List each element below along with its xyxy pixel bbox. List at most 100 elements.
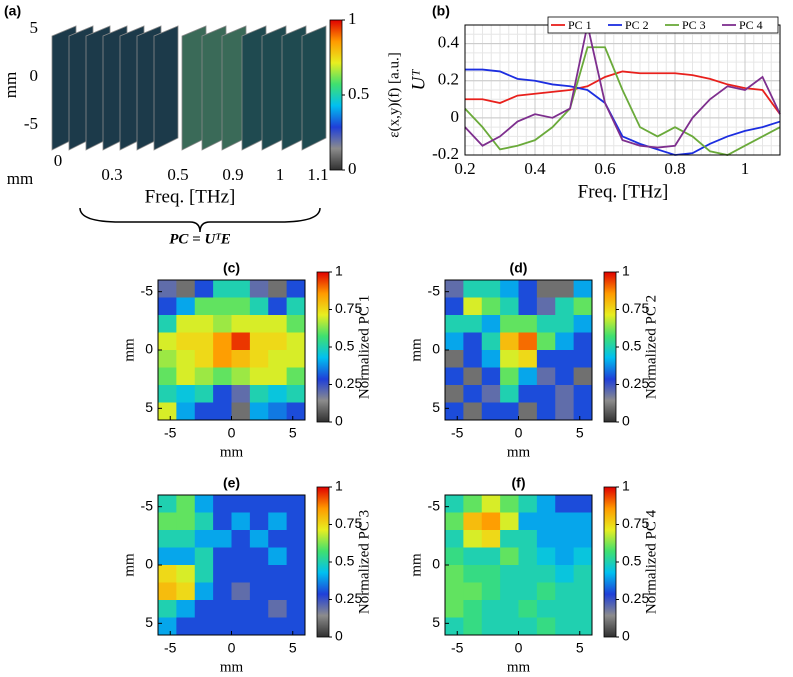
- heatmap-cell: [518, 582, 538, 601]
- heatmap-cell: [158, 297, 177, 316]
- heatmap-cell: [555, 600, 575, 618]
- heatmap-cell: [213, 530, 232, 548]
- heatmap-cell: [555, 495, 575, 513]
- heatmap-cell: [213, 297, 232, 316]
- x-tick-label: -5: [451, 640, 464, 656]
- series-line: [465, 70, 781, 115]
- legend-label: PC 3: [682, 18, 706, 32]
- heatmap-cell: [536, 332, 556, 351]
- y-tick-label: -5: [141, 282, 154, 298]
- slice: [153, 25, 179, 151]
- y-tick-label: -5: [428, 497, 441, 513]
- heatmap-cell: [555, 350, 575, 368]
- heatmap-cell: [518, 367, 538, 386]
- heatmap-cell: [518, 280, 538, 298]
- heatmap-cell: [286, 617, 306, 636]
- heatmap-cell: [481, 350, 501, 368]
- heatmap-cell: [481, 495, 501, 513]
- colorbar-tick-label: 0.75: [622, 300, 649, 316]
- legend-label: PC 2: [625, 18, 649, 32]
- colorbar-label: Normalized PC 2: [643, 295, 659, 399]
- heatmap-cell: [518, 600, 538, 618]
- heatmap-cell: [286, 280, 306, 298]
- x-axis-label: Freq. [THz]: [145, 186, 236, 207]
- x-tick-label: 0.6: [594, 159, 615, 178]
- colorbar-tick-label: 0.25: [622, 590, 649, 606]
- x-tick-label: 0: [515, 640, 523, 656]
- heatmap-cell: [249, 565, 269, 583]
- heatmap-cell: [500, 315, 519, 333]
- heatmap-cell: [194, 530, 214, 548]
- heatmap-cell: [481, 280, 501, 298]
- x-tick-label: 0: [54, 151, 63, 170]
- heatmap-cell: [536, 600, 556, 618]
- heatmap-cell: [536, 547, 556, 566]
- y-axis-label: mm: [121, 338, 137, 362]
- heatmap-cell: [231, 280, 251, 298]
- heatmap-cell: [518, 565, 538, 583]
- heatmap-cell: [500, 367, 519, 386]
- heatmap-cell: [555, 617, 575, 636]
- heatmap-cell: [176, 600, 196, 618]
- heatmap-cell: [286, 565, 306, 583]
- heatmap-cell: [555, 280, 575, 298]
- x-tick-label: 0.8: [664, 159, 685, 178]
- y-tick-label: 0: [145, 556, 153, 572]
- heatmap-cell: [176, 530, 196, 548]
- heatmap-cell: [573, 547, 593, 566]
- heatmap-cell: [158, 385, 177, 403]
- heatmap-cell: [555, 512, 575, 531]
- heatmap-cell: [481, 582, 501, 601]
- heatmap-cell: [500, 512, 519, 531]
- heatmap-cell: [249, 385, 269, 403]
- heatmap-cell: [158, 565, 177, 583]
- heatmap-cell: [268, 600, 288, 618]
- heatmap-cell: [231, 565, 251, 583]
- heatmap-cell: [249, 332, 269, 351]
- panel-label: (f): [512, 475, 526, 491]
- y-tick-label: 0: [30, 66, 39, 85]
- panel-label: (e): [223, 475, 240, 491]
- heatmap-cell: [231, 315, 251, 333]
- heatmap-cell: [268, 297, 288, 316]
- heatmap-cell: [158, 332, 177, 351]
- heatmap-cell: [194, 367, 214, 386]
- heatmap-cell: [268, 565, 288, 583]
- heatmap-cell: [555, 565, 575, 583]
- heatmap-cell: [555, 315, 575, 333]
- heatmap-cell: [463, 582, 483, 601]
- heatmap-cell: [573, 530, 593, 548]
- heatmap-cell: [518, 530, 538, 548]
- heatmap-cell: [176, 367, 196, 386]
- heatmap-cell: [158, 617, 177, 636]
- x-tick-label: 1: [276, 165, 285, 184]
- heatmap-cell: [194, 600, 214, 618]
- heatmap-cell: [268, 495, 288, 513]
- heatmap-cell: [286, 512, 306, 531]
- heatmap-cell: [176, 617, 196, 636]
- heatmap-cell: [500, 350, 519, 368]
- heatmap-cell: [500, 280, 519, 298]
- heatmap-cell: [445, 495, 464, 513]
- brace: [79, 207, 321, 233]
- heatmap-cell: [481, 297, 501, 316]
- x-tick-label: 0.2: [454, 159, 475, 178]
- y-tick-label: 0: [432, 556, 440, 572]
- colorbar-tick-label: 1: [348, 9, 357, 28]
- x-tick-label: 0.4: [524, 159, 546, 178]
- heatmap-cell: [231, 385, 251, 403]
- heatmap-cell: [231, 367, 251, 386]
- heatmap-cell: [286, 402, 306, 421]
- colorbar-tick-label: 0.75: [335, 300, 362, 316]
- heatmap-cell: [518, 297, 538, 316]
- heatmap-cell: [268, 315, 288, 333]
- panel-label: (c): [223, 260, 240, 276]
- heatmap-cell: [176, 280, 196, 298]
- x-tick-label: -5: [164, 425, 177, 441]
- colorbar-tick-label: 0.5: [335, 338, 355, 354]
- heatmap-cell: [555, 367, 575, 386]
- heatmap-cell: [249, 495, 269, 513]
- heatmap-cell: [481, 565, 501, 583]
- heatmap-cell: [500, 582, 519, 601]
- heatmap-cell: [445, 547, 464, 566]
